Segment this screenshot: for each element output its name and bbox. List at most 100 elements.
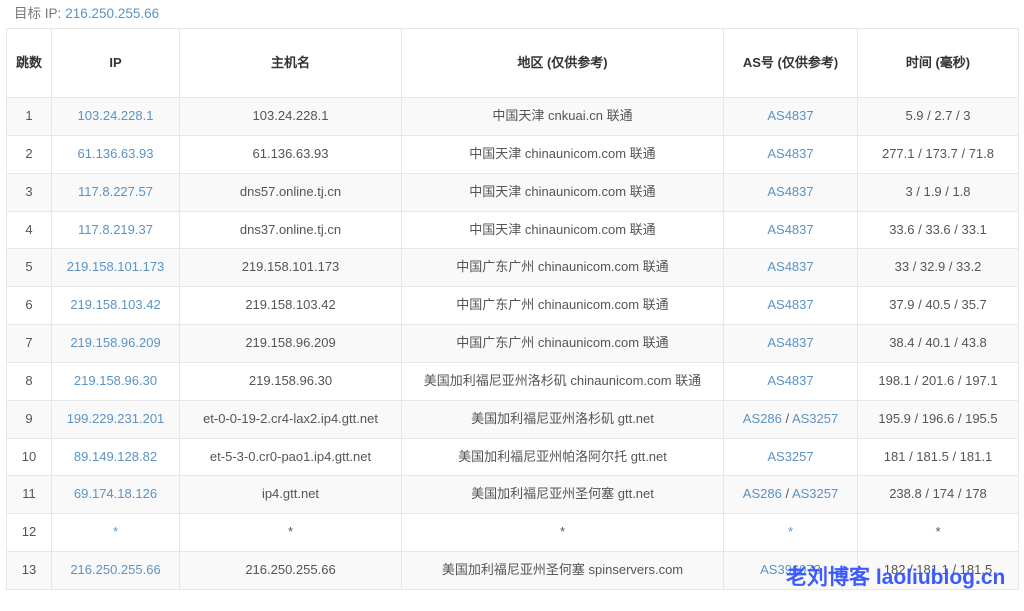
row-ip[interactable]: 199.229.231.201 [51,399,180,439]
row-ip[interactable]: 61.136.63.93 [51,134,180,174]
row-as-number[interactable]: AS286 / AS3257 [723,399,858,439]
row-hostname: 219.158.96.209 [179,324,402,363]
row-hop: 12 [6,513,52,553]
row-hop: 7 [6,324,52,363]
row-time: 5.9 / 2.7 / 3 [857,97,1019,136]
table-body: 1 103.24.228.1 103.24.228.1 中国天津 cnkuai.cn … [6,97,1019,590]
row-ip[interactable]: 117.8.219.37 [51,210,180,250]
row-hostname: et-0-0-19-2.cr4-lax2.ip4.gtt.net [179,399,402,439]
row-geo: 中国广东广州 chinaunicom.com 联通 [401,248,724,288]
row-as-number[interactable]: AS4837 [723,361,858,401]
row-ip[interactable]: * [51,513,180,553]
row-as-number[interactable]: AS396073 [723,551,858,590]
row-hop: 3 [6,172,52,212]
column-header-time[interactable]: 时间 (毫秒) [857,28,1019,98]
row-hop: 1 [6,97,52,136]
row-hop: 6 [6,286,52,326]
column-header-hop[interactable]: 跳数 [6,28,52,98]
row-hostname: 216.250.255.66 [179,551,402,590]
row-time: 277.1 / 173.7 / 71.8 [857,134,1019,174]
row-hop: 8 [6,361,52,401]
row-as-number[interactable]: AS286 / AS3257 [723,475,858,515]
row-geo: 美国加利福尼亚州洛杉矶 chinaunicom.com 联通 [401,361,724,401]
row-as-number[interactable]: AS4837 [723,97,858,136]
row-as-number[interactable]: * [723,513,858,553]
row-geo: 中国广东广州 chinaunicom.com 联通 [401,324,724,363]
row-as-number[interactable]: AS4837 [723,286,858,326]
row-ip[interactable]: 219.158.96.209 [51,324,180,363]
row-ip[interactable]: 103.24.228.1 [51,97,180,136]
as-link[interactable]: AS3257 [791,486,839,502]
row-time: * [857,513,1019,553]
column-header-as[interactable]: AS号 (仅供参考) [723,28,858,98]
table-header: 跳数 IP 主机名 地区 (仅供参考) AS号 (仅供参考) 时间 (毫秒) [6,28,1019,98]
row-as-number[interactable]: AS4837 [723,210,858,250]
row-hop: 13 [6,551,52,590]
row-geo: 中国天津 chinaunicom.com 联通 [401,210,724,250]
row-time: 38.4 / 40.1 / 43.8 [857,324,1019,363]
table-row: 8 219.158.96.30 219.158.96.30 美国加利福尼亚州洛杉矶 c… [6,361,1019,401]
row-hostname: dns57.online.tj.cn [179,172,402,212]
target-ip-line: 目标 IP: 216.250.255.66 [0,0,1024,28]
row-hop: 9 [6,399,52,439]
row-as-number[interactable]: AS4837 [723,248,858,288]
row-as-number[interactable]: AS4837 [723,172,858,212]
as-link[interactable]: AS286 [742,486,782,502]
row-time: 3 / 1.9 / 1.8 [857,172,1019,212]
row-time: 33.6 / 33.6 / 33.1 [857,210,1019,250]
table-row: 7 219.158.96.209 219.158.96.209 中国广东广州 chin… [6,324,1019,363]
row-time: 238.8 / 174 / 178 [857,475,1019,515]
table-row: 6 219.158.103.42 219.158.103.42 中国广东广州 chin… [6,286,1019,326]
as-link[interactable]: AS286 [742,410,782,426]
row-ip[interactable]: 117.8.227.57 [51,172,180,212]
target-ip-value: 216.250.255.66 [65,6,160,21]
row-hostname: 103.24.228.1 [179,97,402,136]
row-ip[interactable]: 69.174.18.126 [51,475,180,515]
row-hostname: 219.158.96.30 [179,361,402,401]
row-time: 33 / 32.9 / 33.2 [857,248,1019,288]
table-row: 3 117.8.227.57 dns57.online.tj.cn 中国天津 chin… [6,172,1019,212]
row-ip[interactable]: 89.149.128.82 [51,437,180,477]
row-geo: 中国广东广州 chinaunicom.com 联通 [401,286,724,326]
table-row: 5 219.158.101.173 219.158.101.173 中国广东广州 ch… [6,248,1019,288]
row-hop: 10 [6,437,52,477]
row-hop: 2 [6,134,52,174]
row-ip[interactable]: 216.250.255.66 [51,551,180,590]
row-hop: 4 [6,210,52,250]
row-ip[interactable]: 219.158.101.173 [51,248,180,288]
row-geo: 美国加利福尼亚州帕洛阿尔托 gtt.net [401,437,724,477]
table-row: 11 69.174.18.126 ip4.gtt.net 美国加利福尼亚州圣何塞 gt… [6,475,1019,515]
row-geo: 美国加利福尼亚州洛杉矶 gtt.net [401,399,724,439]
row-geo: 中国天津 cnkuai.cn 联通 [401,97,724,136]
row-hostname: 219.158.103.42 [179,286,402,326]
row-time: 37.9 / 40.5 / 35.7 [857,286,1019,326]
row-time: 182 / 181.1 / 181.5 [857,551,1019,590]
table-row: 10 89.149.128.82 et-5-3-0.cr0-pao1.ip4.gtt… [6,437,1019,477]
as-link[interactable]: AS3257 [791,410,839,426]
row-hostname: 61.136.63.93 [179,134,402,174]
table-row: 9 199.229.231.201 et-0-0-19-2.cr4-lax2.ip4… [6,399,1019,439]
row-time: 198.1 / 201.6 / 197.1 [857,361,1019,401]
table-row: 1 103.24.228.1 103.24.228.1 中国天津 cnkuai.cn … [6,97,1019,136]
row-hostname: ip4.gtt.net [179,475,402,515]
row-as-number[interactable]: AS4837 [723,324,858,363]
table-row: 12 * * * * * [6,513,1019,553]
header-row: 跳数 IP 主机名 地区 (仅供参考) AS号 (仅供参考) 时间 (毫秒) [6,28,1019,98]
row-geo: 美国加利福尼亚州圣何塞 spinservers.com [401,551,724,590]
row-hostname: 219.158.101.173 [179,248,402,288]
row-as-number[interactable]: AS3257 [723,437,858,477]
column-header-geo[interactable]: 地区 (仅供参考) [401,28,724,98]
row-geo: 中国天津 chinaunicom.com 联通 [401,172,724,212]
target-ip-label: 目标 IP: [14,6,62,21]
table-row: 2 61.136.63.93 61.136.63.93 中国天津 chinaunico… [6,134,1019,174]
column-header-host[interactable]: 主机名 [179,28,402,98]
row-hop: 11 [6,475,52,515]
row-as-number[interactable]: AS4837 [723,134,858,174]
column-header-ip[interactable]: IP [51,28,180,98]
table-row: 13 216.250.255.66 216.250.255.66 美国加利福尼亚州圣何… [6,551,1019,590]
traceroute-table: 跳数 IP 主机名 地区 (仅供参考) AS号 (仅供参考) 时间 (毫秒) 1… [6,28,1019,590]
row-ip[interactable]: 219.158.103.42 [51,286,180,326]
row-geo: 美国加利福尼亚州圣何塞 gtt.net [401,475,724,515]
row-geo: * [401,513,724,553]
row-ip[interactable]: 219.158.96.30 [51,361,180,401]
